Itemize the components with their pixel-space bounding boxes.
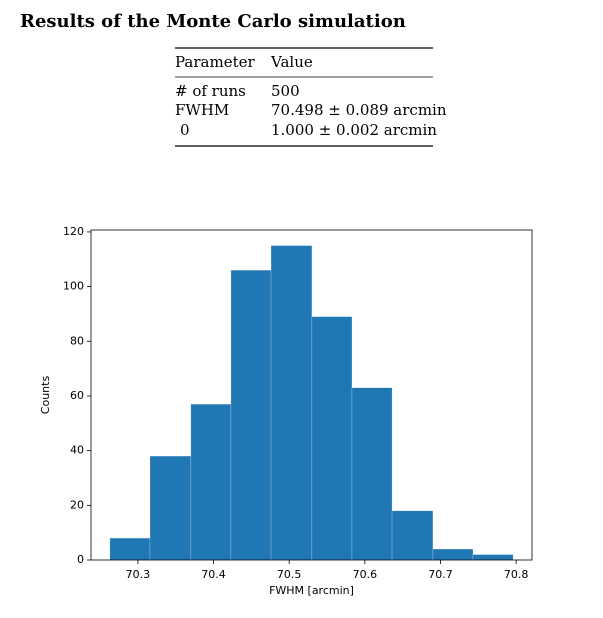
column-header: Value — [270, 53, 313, 71]
y-tick-label: 0 — [77, 553, 84, 566]
x-tick-label: 70.3 — [126, 568, 151, 581]
table-cell: 1.000 ± 0.002 arcmin — [271, 121, 437, 139]
bar — [311, 316, 353, 561]
y-tick-label: 80 — [70, 334, 84, 347]
x-axis-label: FWHM [arcmin] — [269, 584, 354, 597]
bar — [190, 403, 232, 561]
column-header: Parameter — [175, 53, 255, 71]
plot-frame — [90, 229, 533, 561]
bar — [270, 245, 313, 561]
table-cell: 500 — [271, 82, 300, 100]
y-axis-label: Counts — [39, 376, 52, 415]
x-tick-label: 70.8 — [504, 568, 529, 581]
x-tick-label: 70.4 — [201, 568, 226, 581]
bar — [230, 269, 272, 561]
y-tick-label: 40 — [70, 444, 84, 457]
histogram: 70.3 70.4 70.5 70.6 70.7 70.8 0 20 40 60 80 100 120 F… — [39, 225, 533, 597]
y-tick-label: 100 — [63, 280, 84, 293]
table-cell: 0 — [180, 121, 190, 139]
x-tick-label: 70.7 — [428, 568, 453, 581]
y-tick-label: 60 — [70, 389, 84, 402]
bar — [391, 510, 434, 561]
x-tick-label: 70.5 — [277, 568, 302, 581]
bar — [351, 387, 393, 561]
x-tick-label: 70.6 — [353, 568, 378, 581]
y-tick-label: 120 — [63, 225, 84, 238]
bar — [472, 554, 514, 561]
table-cell: FWHM — [175, 101, 229, 119]
bar — [149, 455, 192, 561]
table-cell: # of runs — [175, 82, 246, 100]
bar — [109, 537, 151, 561]
page-title: Results of the Monte Carlo simulation — [20, 11, 406, 32]
y-tick-label: 20 — [70, 498, 84, 511]
bar — [432, 548, 474, 561]
table-cell: 70.498 ± 0.089 arcmin — [271, 101, 447, 119]
